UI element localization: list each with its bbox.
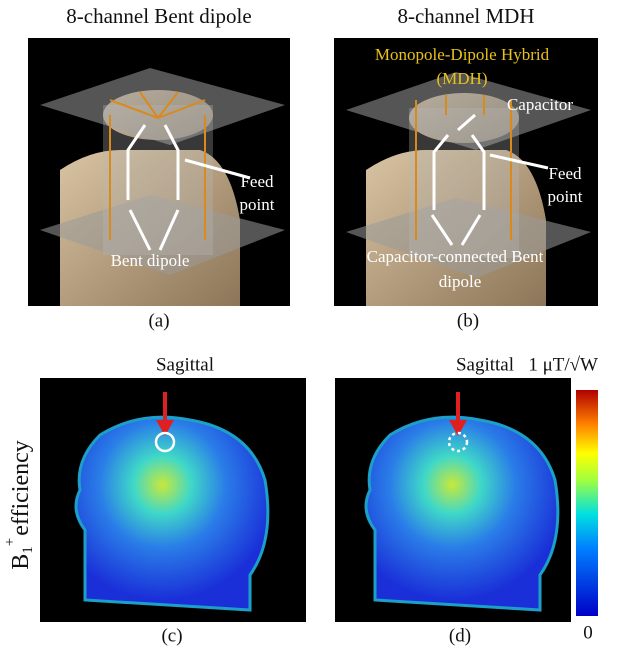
panel-title: 8-channel Bent dipole	[66, 4, 251, 28]
panel-d	[335, 378, 571, 622]
y-label: B1+ efficiency	[2, 440, 36, 569]
cylinder	[409, 108, 519, 258]
panel-label: (c)	[161, 625, 182, 646]
annotation: Capacitor	[507, 95, 573, 114]
annotation: Monopole-Dipole Hybrid	[375, 45, 550, 64]
cylinder	[103, 105, 213, 255]
colorbar-max: 1 μT/√W	[528, 354, 598, 375]
annotation: Feed	[240, 172, 274, 191]
panel-c	[40, 378, 306, 622]
y-label-text: B1+ efficiency	[2, 440, 36, 569]
figure: 8-channel Bent dipole 8-channel MDH (a) …	[0, 0, 625, 648]
colorbar	[576, 390, 598, 616]
panel-title: Sagittal	[456, 354, 514, 375]
colorbar-min: 0	[583, 622, 593, 643]
annotation: dipole	[439, 272, 482, 291]
panel-title: 8-channel MDH	[397, 4, 534, 28]
y-label-rest: efficiency	[8, 440, 34, 536]
annotation: point	[240, 195, 275, 214]
y-label-sub: 1	[20, 546, 36, 554]
annotation: Bent dipole	[111, 251, 190, 270]
annotation: point	[548, 187, 583, 206]
panel-label: (d)	[449, 625, 471, 646]
y-label-base: B	[8, 554, 34, 570]
annotation: (MDH)	[437, 69, 488, 88]
annotation: Capacitor-connected Bent	[367, 247, 544, 266]
panel-label: (b)	[457, 310, 479, 331]
y-label-sup: +	[2, 538, 18, 546]
panel-title: Sagittal	[156, 354, 214, 375]
b1-map	[366, 417, 558, 610]
panel-label: (a)	[148, 310, 169, 331]
annotation: Feed	[548, 164, 582, 183]
